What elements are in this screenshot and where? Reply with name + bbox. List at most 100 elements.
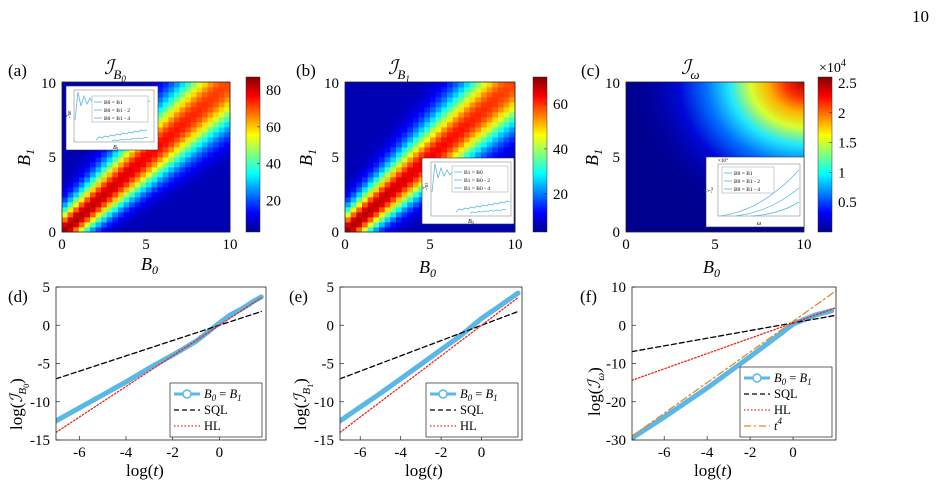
heatmap-cell <box>345 167 352 173</box>
heatmap-cell <box>73 202 80 208</box>
heatmap-cell <box>396 102 403 108</box>
heatmap-cell <box>129 172 136 178</box>
heatmap-cell <box>413 187 420 193</box>
heatmap-cell <box>190 187 197 193</box>
heatmap-cell <box>174 162 180 168</box>
legend-label: t4 <box>774 416 782 433</box>
heatmap-cell <box>157 117 164 123</box>
heatmap-cell <box>379 112 386 118</box>
heatmap-cell <box>112 172 119 178</box>
heatmap-cell <box>464 112 471 118</box>
heatmap-cell <box>224 207 231 213</box>
heatmap-cell <box>162 87 169 93</box>
colorbar-tick-label: 2.5 <box>838 76 857 92</box>
heatmap-cell <box>106 202 113 208</box>
heatmap-cell <box>207 132 214 138</box>
heatmap-cell <box>207 82 214 88</box>
heatmap-cell <box>185 82 192 88</box>
heatmap-cell <box>413 117 420 123</box>
heatmap-cell <box>407 92 414 98</box>
heatmap-cell <box>430 137 437 143</box>
heatmap-cell <box>62 197 68 203</box>
xtick-b-5: 5 <box>426 237 434 253</box>
panel-b: (b) ℐB1 B1 = B0 B1 = B0 - 2 B1 = B0 - 4 … <box>296 57 568 280</box>
heatmap-cell <box>179 112 186 118</box>
heatmap-cell <box>384 112 391 118</box>
heatmap-cell <box>441 117 448 123</box>
heatmap-cell <box>168 197 175 203</box>
heatmap-cell <box>430 112 437 118</box>
inset-c-curve-2 <box>734 187 800 217</box>
heatmap-cell <box>101 182 108 188</box>
heatmap-cell <box>207 172 214 178</box>
heatmap-cell <box>492 107 499 113</box>
heatmap-cell <box>95 162 102 168</box>
heatmap-cell <box>196 137 203 143</box>
heatmap-cell <box>218 207 225 213</box>
heatmap-cell <box>390 97 397 103</box>
heatmap-cell <box>379 122 386 128</box>
heatmap-cell <box>174 157 180 163</box>
heatmap-cell <box>78 82 85 88</box>
heatmap-cell <box>469 142 476 148</box>
heatmap-cell <box>202 197 208 203</box>
heatmap-cell <box>492 227 499 233</box>
heatmap-cell <box>129 207 136 213</box>
heatmap-cell <box>123 82 130 88</box>
heatmap-cell <box>218 132 225 138</box>
heatmap-cell <box>384 87 391 93</box>
heatmap-cell <box>118 192 124 198</box>
heatmap-cell <box>67 222 74 228</box>
heatmap-cell <box>373 112 380 118</box>
heatmap-cell <box>396 92 403 98</box>
heatmap-cell <box>486 137 493 143</box>
heatmap-cell <box>196 122 203 128</box>
heatmap-cell <box>162 137 169 143</box>
heatmap-cell <box>379 207 386 213</box>
heatmap-cell <box>78 187 85 193</box>
heatmap-cell <box>390 227 397 233</box>
heatmap-cell <box>134 152 141 158</box>
heatmap-cell <box>185 207 192 213</box>
heatmap-cell <box>202 82 208 88</box>
heatmap-cell <box>134 202 141 208</box>
heatmap-cell <box>101 222 108 228</box>
heatmap-cell <box>224 147 231 153</box>
heatmap-cell <box>362 207 369 213</box>
heatmap-cell <box>151 167 158 173</box>
heatmap-cell <box>356 162 363 168</box>
heatmap-cell <box>356 157 363 163</box>
heatmap-cell <box>84 182 91 188</box>
heatmap-cell <box>151 157 158 163</box>
heatmap-cell <box>196 182 203 188</box>
heatmap-cell <box>73 197 80 203</box>
heatmap-cell <box>464 137 471 143</box>
heatmap-cell <box>430 102 437 108</box>
page-number: 10 <box>912 7 929 26</box>
heatmap-cell <box>101 217 108 223</box>
ytick-c-5: 5 <box>613 150 621 166</box>
colorbar-a <box>245 76 261 233</box>
heatmap-cell <box>213 107 220 113</box>
inset-c-curve-3 <box>751 201 800 217</box>
heatmap-cell <box>123 172 130 178</box>
heatmap-cell <box>185 162 192 168</box>
heatmap-cell <box>190 127 197 133</box>
heatmap-cell <box>379 137 386 143</box>
heatmap-cell <box>157 127 164 133</box>
heatmap-cell <box>134 217 141 223</box>
heatmap-cell <box>345 137 352 143</box>
heatmap-cell <box>356 202 363 208</box>
heatmap-cell <box>202 132 208 138</box>
heatmap-cell <box>168 122 175 128</box>
heatmap-cell <box>464 92 471 98</box>
heatmap-cell <box>407 182 414 188</box>
heatmap-cell <box>362 142 369 148</box>
heatmap-cell <box>179 92 186 98</box>
heatmap-cell <box>213 217 220 223</box>
heatmap-cell <box>202 152 208 158</box>
heatmap-cell <box>435 97 442 103</box>
heatmap-cell <box>84 227 91 233</box>
heatmap-cell <box>62 112 68 118</box>
heatmap-cell <box>118 177 124 183</box>
